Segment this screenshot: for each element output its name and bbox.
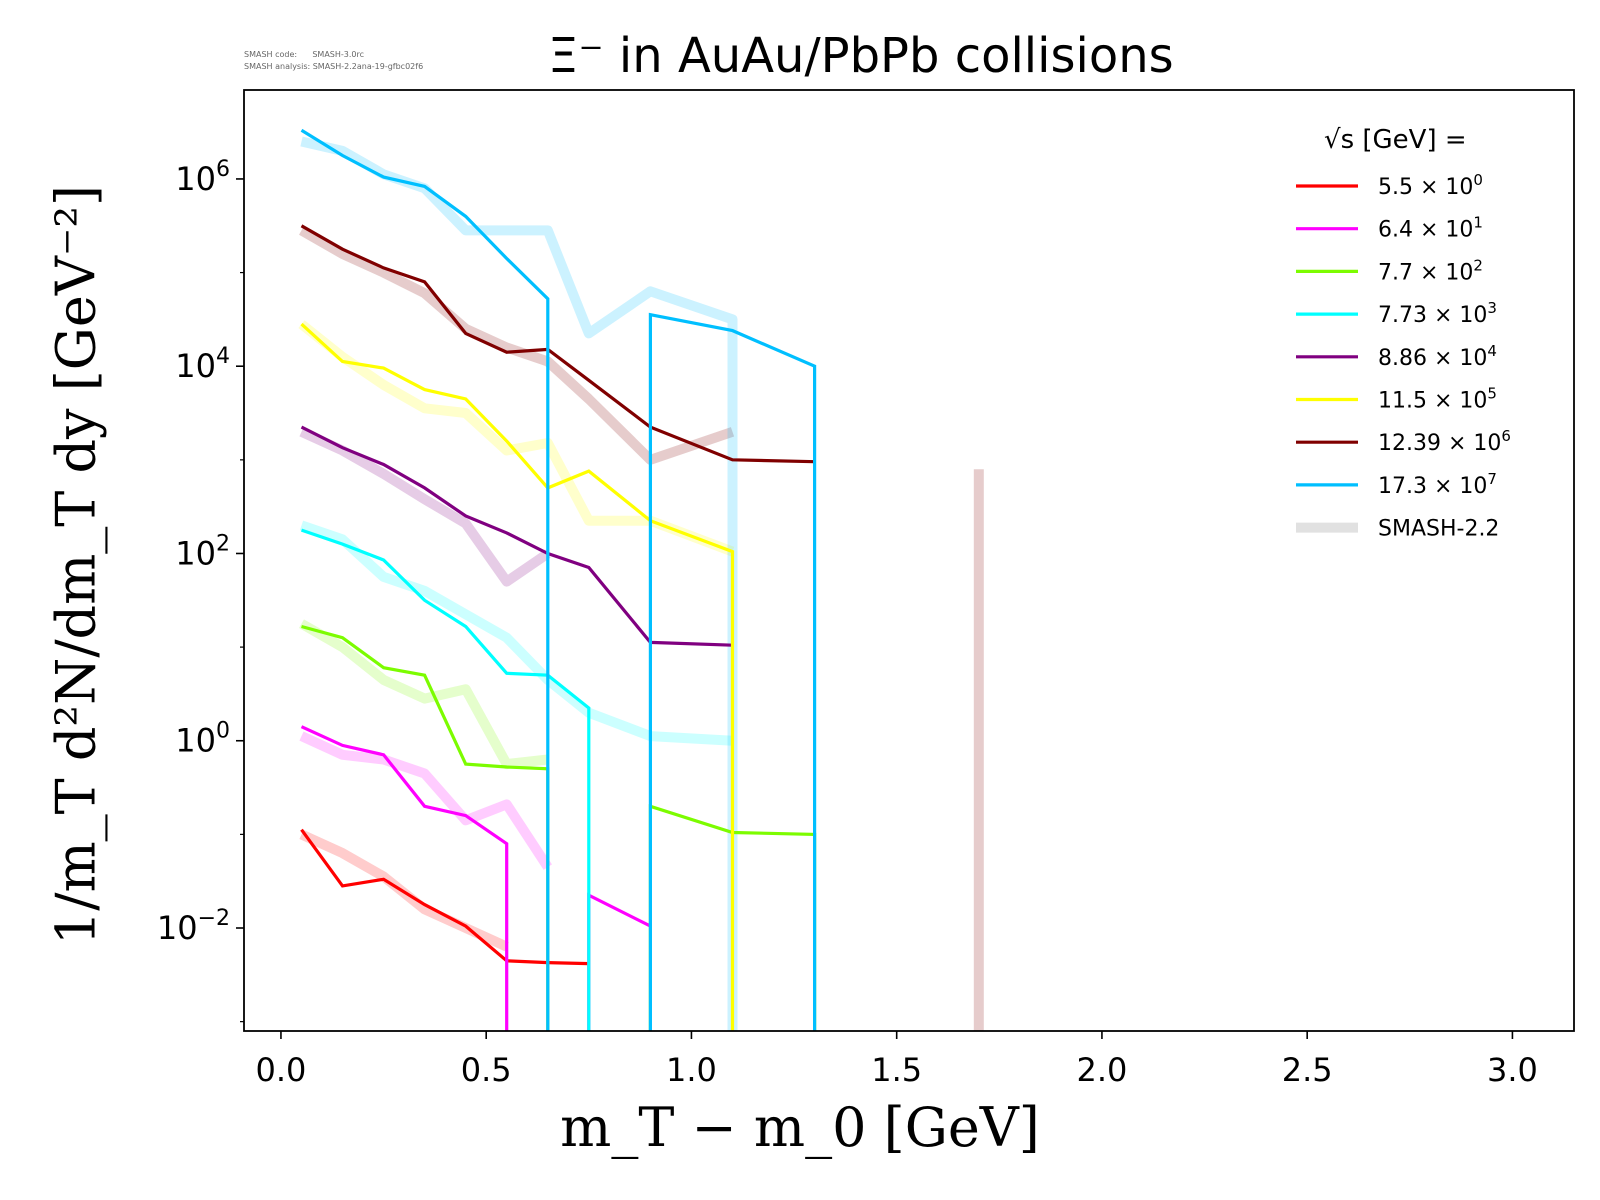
x-tick-label: 0.0 [255, 1051, 306, 1089]
x-tick-label: 1.0 [666, 1051, 717, 1089]
legend-label-6: 12.39 × 106 [1378, 427, 1511, 456]
smash-analysis-version: SMASH analysis: SMASH-2.2ana-19-gfbc02f6 [244, 62, 424, 71]
legend-label-3: 7.73 × 103 [1378, 299, 1497, 328]
legend-label-7: 17.3 × 107 [1378, 470, 1497, 499]
legend-label-2: 7.7 × 102 [1378, 256, 1483, 285]
series-line-4 [300, 425, 733, 647]
series-line-6 [300, 224, 815, 464]
series-line-1 [300, 725, 652, 1031]
x-tick-label: 2.5 [1282, 1051, 1333, 1089]
y-tick-label: 100 [175, 719, 230, 760]
legend-label-5: 11.5 × 105 [1378, 385, 1497, 414]
x-axis: 0.0 0.5 1.0 1.5 2.0 2.5 3.0 [255, 1031, 1538, 1089]
reference-curve-1 [299, 731, 552, 870]
smash-code-version: SMASH code: SMASH-3.0rc [244, 50, 365, 59]
y-tick-label: 106 [175, 157, 230, 198]
reference-curve-5 [298, 320, 735, 557]
legend-title: √s [GeV] = [1324, 125, 1467, 155]
reference-curve-7 [300, 136, 738, 1031]
legend-label-0: 5.5 × 100 [1378, 171, 1483, 200]
legend-label-8: SMASH-2.2 [1378, 517, 1499, 542]
legend-label-4: 8.86 × 104 [1378, 342, 1497, 371]
series-line-7 [300, 128, 817, 1031]
reference-curve-3 [299, 520, 733, 746]
y-tick-label: 10−2 [157, 906, 230, 947]
y-tick-label: 104 [175, 344, 230, 385]
series-line-0 [300, 828, 589, 966]
y-axis-label: 1/m_T d²N/dm_T dy [GeV⁻²] [44, 184, 108, 946]
data-series [300, 128, 817, 1031]
chart-title: Ξ⁻ in AuAu/PbPb collisions [548, 28, 1174, 84]
reference-curve-6 [299, 226, 735, 465]
reference-curve-4 [299, 427, 551, 587]
series-line-3 [300, 528, 591, 1031]
plot-frame [243, 89, 1575, 1032]
reference-curve-2 [299, 619, 549, 770]
x-axis-label: m_T − m_0 [GeV] [560, 1096, 1040, 1159]
y-axis: 10−2 100 102 104 106 [157, 157, 244, 1023]
y-tick-label: 102 [175, 531, 230, 572]
legend: √s [GeV] = 5.5 × 100 6.4 × 101 7.7 × 102 7.7… [1296, 125, 1511, 542]
x-tick-label: 0.5 [461, 1051, 512, 1089]
legend-label-1: 6.4 × 101 [1378, 214, 1483, 243]
x-tick-label: 3.0 [1487, 1051, 1538, 1089]
series-line-5 [300, 322, 735, 1031]
x-tick-label: 2.0 [1076, 1051, 1127, 1089]
x-tick-label: 1.5 [871, 1051, 922, 1089]
